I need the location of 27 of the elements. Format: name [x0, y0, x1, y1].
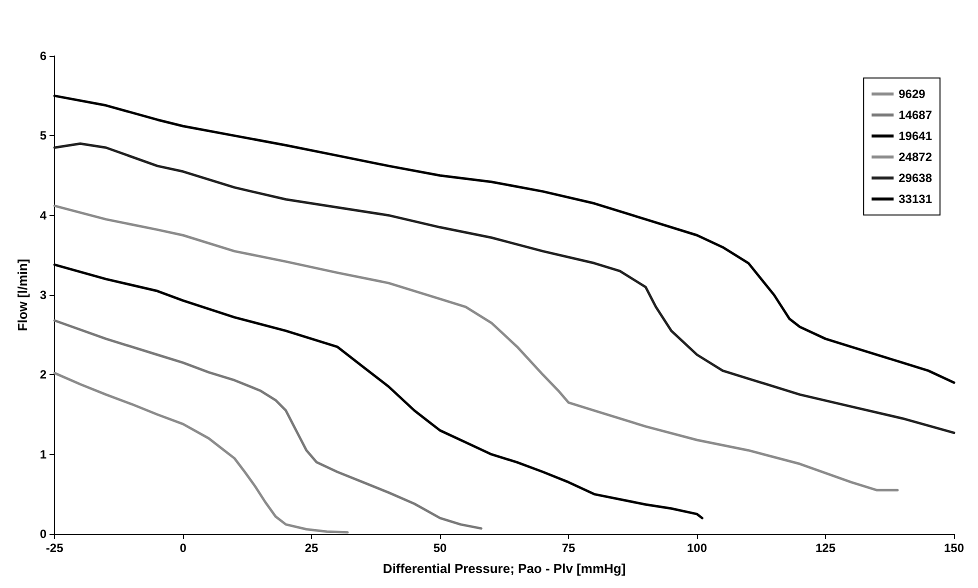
- line-series: [53, 142, 956, 434]
- x-tick-label: 25: [304, 541, 319, 555]
- x-axis-title: Differential Pressure; Pao - Plv [mmHg]: [382, 561, 626, 576]
- x-tick-label: 0: [180, 541, 187, 555]
- y-tick-label: 2: [40, 368, 47, 382]
- line-series: [53, 319, 482, 530]
- x-tick-label: 125: [815, 541, 836, 555]
- legend-label: 33131: [898, 192, 932, 206]
- legend-label: 14687: [898, 108, 932, 122]
- x-tick-label: 100: [687, 541, 708, 555]
- y-tick-label: 0: [40, 527, 47, 541]
- x-tick-label: -25: [46, 541, 64, 555]
- y-tick-label: 4: [40, 208, 47, 222]
- legend-label: 9629: [898, 87, 926, 101]
- line-series: [53, 204, 899, 492]
- y-tick-label: 6: [40, 49, 47, 63]
- legend-label: 24872: [898, 150, 932, 164]
- x-tick-label: 50: [433, 541, 448, 555]
- x-tick-label: 75: [562, 541, 576, 555]
- y-tick-label: 5: [40, 128, 47, 143]
- legend-label: 19641: [898, 129, 932, 143]
- y-axis-title: Flow [l/min]: [15, 258, 30, 332]
- x-tick-label: 150: [944, 541, 964, 555]
- line-series: [53, 372, 349, 534]
- legend-label: 29638: [898, 171, 932, 185]
- y-tick-label: 3: [40, 288, 47, 302]
- y-tick-label: 1: [40, 447, 47, 462]
